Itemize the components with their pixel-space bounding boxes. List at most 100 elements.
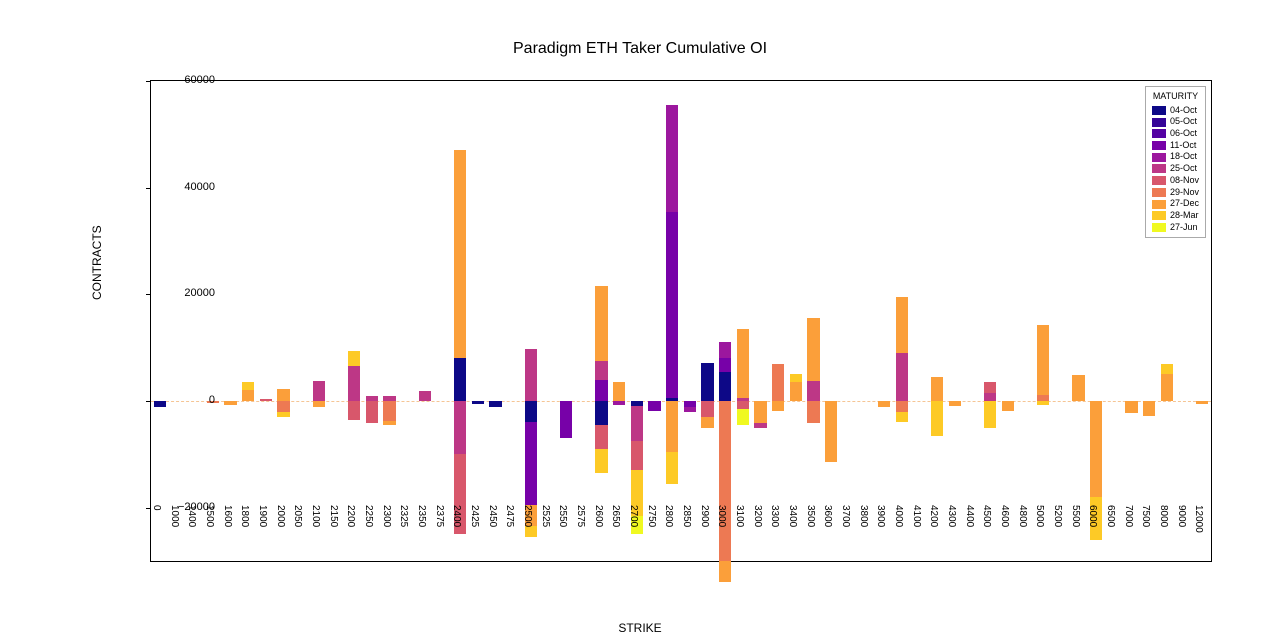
bar-segment — [525, 422, 537, 505]
x-tick-label: 5200 — [1052, 505, 1063, 527]
legend-label: 18-Oct — [1170, 151, 1197, 163]
bar-segment — [454, 401, 466, 454]
x-tick-label: 2325 — [398, 505, 409, 527]
x-tick-label: 2200 — [345, 505, 356, 527]
legend-item: 11-Oct — [1152, 140, 1199, 152]
legend-label: 27-Dec — [1170, 198, 1199, 210]
bar-segment — [472, 401, 484, 404]
legend-swatch — [1152, 200, 1166, 209]
bar-segment — [896, 401, 908, 412]
bar-segment — [383, 401, 395, 421]
bar-segment — [313, 381, 325, 401]
x-tick-label: 2750 — [646, 505, 657, 527]
bar-segment — [790, 374, 802, 382]
legend-swatch — [1152, 176, 1166, 185]
x-tick-label: 1400 — [186, 505, 197, 527]
x-tick-label: 2800 — [663, 505, 674, 527]
bar-segment — [896, 297, 908, 353]
bar-segment — [383, 421, 395, 425]
legend-label: 29-Nov — [1170, 187, 1199, 199]
x-tick-label: 4000 — [893, 505, 904, 527]
bar-segment — [595, 361, 607, 380]
bar-segment — [666, 105, 678, 212]
legend: MATURITY 04-Oct05-Oct06-Oct11-Oct18-Oct2… — [1145, 86, 1206, 238]
bar-segment — [701, 401, 713, 417]
bar-segment — [595, 286, 607, 361]
bar-segment — [313, 401, 325, 407]
x-tick-label: 7000 — [1123, 505, 1134, 527]
bar-segment — [754, 423, 766, 427]
x-tick-label: 6000 — [1087, 505, 1098, 527]
bar-segment — [595, 380, 607, 401]
x-tick-label: 2375 — [434, 505, 445, 527]
bar-segment — [790, 382, 802, 401]
x-tick-label: 3800 — [858, 505, 869, 527]
x-tick-label: 1900 — [257, 505, 268, 527]
bar-segment — [277, 412, 289, 417]
x-tick-label: 2700 — [628, 505, 639, 527]
bar-segment — [595, 425, 607, 449]
legend-item: 18-Oct — [1152, 151, 1199, 163]
x-tick-label: 3300 — [769, 505, 780, 527]
y-tick-label: 60000 — [160, 74, 215, 86]
bar-segment — [666, 401, 678, 452]
bar-segment — [737, 401, 749, 409]
bar-segment — [1161, 364, 1173, 375]
x-tick-label: 4100 — [911, 505, 922, 527]
bar-segment — [242, 382, 254, 391]
legend-item: 06-Oct — [1152, 128, 1199, 140]
bar-segment — [242, 390, 254, 401]
x-tick-label: 6500 — [1105, 505, 1116, 527]
y-tick-label: 20000 — [160, 287, 215, 299]
x-tick-label: 3700 — [840, 505, 851, 527]
bar-segment — [931, 401, 943, 436]
bar-segment — [454, 358, 466, 401]
x-tick-label: 3000 — [716, 505, 727, 527]
bar-segment — [277, 401, 289, 412]
bar-segment — [666, 212, 678, 399]
x-tick-label: 7500 — [1140, 505, 1151, 527]
x-tick-label: 3900 — [875, 505, 886, 527]
legend-label: 11-Oct — [1170, 140, 1196, 152]
bar-segment — [1161, 374, 1173, 401]
legend-swatch — [1152, 153, 1166, 162]
bar-segment — [807, 401, 819, 423]
x-tick-label: 3100 — [734, 505, 745, 527]
x-tick-label: 4800 — [1017, 505, 1028, 527]
x-tick-label: 2350 — [416, 505, 427, 527]
bar-segment — [1037, 325, 1049, 394]
legend-item: 27-Dec — [1152, 198, 1199, 210]
bar-segment — [1037, 401, 1049, 405]
bar-segment — [896, 412, 908, 423]
bar-segment — [984, 382, 996, 393]
x-tick-label: 2600 — [593, 505, 604, 527]
legend-item: 28-Mar — [1152, 210, 1199, 222]
x-tick-label: 2500 — [522, 505, 533, 527]
bar-segment — [525, 526, 537, 537]
bar-segment — [595, 449, 607, 473]
bar-segment — [666, 452, 678, 484]
bar-segment — [525, 401, 537, 422]
bar-segment — [984, 401, 996, 428]
bar-segment — [807, 318, 819, 381]
x-tick-label: 1500 — [204, 505, 215, 527]
x-tick-label: 2900 — [699, 505, 710, 527]
legend-label: 28-Mar — [1170, 210, 1199, 222]
x-tick-label: 2400 — [451, 505, 462, 527]
x-tick-label: 12000 — [1193, 505, 1204, 533]
x-tick-label: 4200 — [928, 505, 939, 527]
bar-segment — [719, 401, 731, 561]
legend-swatch — [1152, 211, 1166, 220]
bar-segment — [1125, 401, 1137, 413]
bar-segment — [613, 382, 625, 401]
x-tick-label: 2150 — [328, 505, 339, 527]
x-tick-label: 2100 — [310, 505, 321, 527]
chart-title: Paradigm ETH Taker Cumulative OI — [513, 40, 767, 58]
bar-segment — [1002, 401, 1014, 411]
bar-segment — [825, 401, 837, 462]
x-tick-label: 2250 — [363, 505, 374, 527]
bar-segment — [1143, 401, 1155, 416]
bar-segment — [772, 364, 784, 401]
x-tick-label: 2000 — [275, 505, 286, 527]
bar-segment — [595, 401, 607, 425]
